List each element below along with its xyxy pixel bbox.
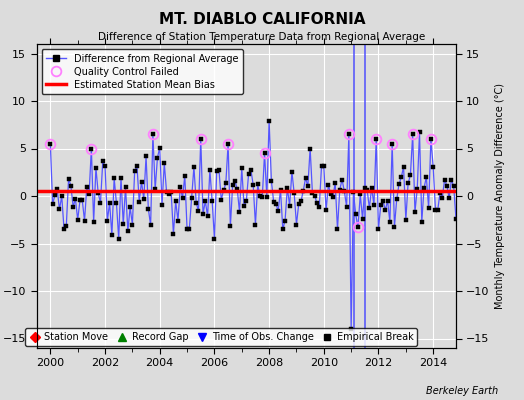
Text: MT. DIABLO CALIFORNIA: MT. DIABLO CALIFORNIA [159,12,365,27]
Text: Difference of Station Temperature Data from Regional Average: Difference of Station Temperature Data f… [99,32,425,42]
Y-axis label: Monthly Temperature Anomaly Difference (°C): Monthly Temperature Anomaly Difference (… [495,83,505,309]
Text: Berkeley Earth: Berkeley Earth [425,386,498,396]
Legend: Station Move, Record Gap, Time of Obs. Change, Empirical Break: Station Move, Record Gap, Time of Obs. C… [25,328,418,346]
